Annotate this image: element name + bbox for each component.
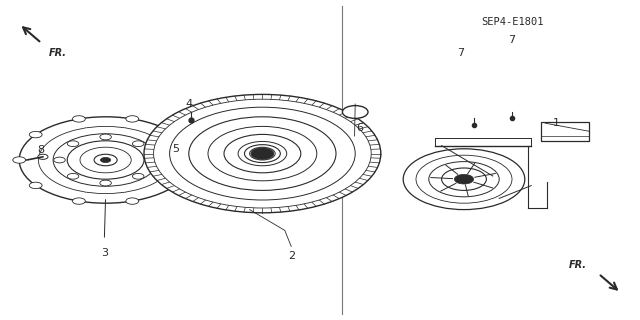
Circle shape: [146, 157, 157, 163]
Circle shape: [38, 126, 173, 194]
Circle shape: [80, 147, 131, 173]
Text: 1: 1: [554, 118, 560, 128]
Circle shape: [403, 149, 525, 210]
Circle shape: [29, 132, 42, 138]
Circle shape: [72, 198, 85, 204]
Circle shape: [154, 99, 371, 208]
Text: FR.: FR.: [569, 260, 587, 270]
Text: 5: 5: [173, 144, 179, 154]
Text: 8: 8: [36, 145, 44, 156]
Circle shape: [251, 148, 274, 159]
Circle shape: [144, 94, 381, 213]
Circle shape: [13, 157, 26, 163]
Circle shape: [454, 174, 474, 184]
Text: FR.: FR.: [49, 48, 67, 58]
Text: 6: 6: [356, 123, 363, 133]
Text: 7: 7: [508, 35, 516, 45]
Circle shape: [100, 134, 111, 140]
Circle shape: [53, 134, 158, 186]
Bar: [541, 122, 589, 141]
Circle shape: [208, 126, 317, 181]
Circle shape: [195, 147, 201, 150]
Text: 3: 3: [101, 248, 108, 258]
Text: 2: 2: [287, 251, 295, 261]
Circle shape: [177, 135, 200, 147]
Circle shape: [168, 139, 174, 142]
Text: SEP4-E1801: SEP4-E1801: [481, 17, 543, 28]
Circle shape: [250, 147, 275, 160]
Circle shape: [100, 180, 111, 186]
Circle shape: [238, 141, 287, 166]
Circle shape: [126, 116, 139, 122]
Circle shape: [132, 173, 144, 179]
Circle shape: [177, 132, 183, 135]
Circle shape: [416, 155, 512, 203]
Circle shape: [185, 139, 193, 143]
Circle shape: [38, 154, 48, 159]
Circle shape: [29, 182, 42, 188]
Circle shape: [195, 132, 201, 135]
Circle shape: [429, 162, 499, 197]
Circle shape: [244, 145, 280, 163]
Circle shape: [169, 132, 182, 138]
Circle shape: [94, 154, 117, 166]
Text: 7: 7: [457, 48, 465, 58]
Circle shape: [67, 141, 144, 179]
Circle shape: [342, 106, 368, 118]
Circle shape: [126, 198, 139, 204]
Circle shape: [186, 157, 198, 163]
Circle shape: [177, 147, 183, 150]
Circle shape: [67, 173, 79, 179]
Circle shape: [67, 141, 79, 147]
Circle shape: [54, 157, 65, 163]
Circle shape: [169, 182, 182, 188]
Circle shape: [132, 141, 144, 147]
Circle shape: [72, 116, 85, 122]
Circle shape: [19, 117, 192, 203]
Circle shape: [170, 107, 355, 200]
Circle shape: [164, 129, 213, 153]
Circle shape: [204, 139, 210, 142]
Circle shape: [254, 149, 271, 158]
Circle shape: [189, 117, 336, 190]
Text: 4: 4: [185, 99, 193, 109]
Circle shape: [100, 157, 111, 163]
Circle shape: [442, 168, 486, 190]
Circle shape: [224, 134, 301, 173]
